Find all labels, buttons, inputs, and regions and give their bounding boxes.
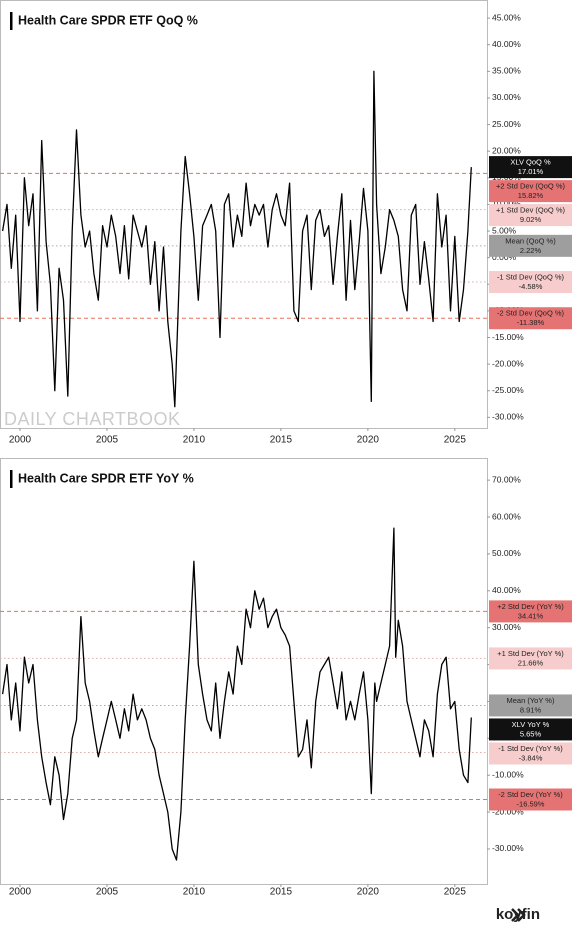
- y-tick-label: 10.00%: [492, 199, 521, 209]
- y-tick-label: 40.00%: [492, 39, 521, 49]
- y-tick-label: 45.00%: [492, 12, 521, 22]
- value-box-name: -2 Std Dev (QoQ %): [497, 309, 565, 318]
- value-box-label: -4.58%: [519, 282, 543, 291]
- y-tick-label: 50.00%: [492, 548, 521, 558]
- value-box-label: -16.59%: [517, 799, 545, 808]
- value-box-name: Mean (YoY %): [507, 696, 555, 705]
- value-box-label: 9.02%: [520, 215, 542, 224]
- value-box-label: 21.66%: [518, 658, 544, 667]
- value-box: [489, 600, 572, 623]
- value-box-name: +1 Std Dev (YoY %): [497, 649, 564, 658]
- value-box-name: +2 Std Dev (YoY %): [497, 602, 564, 611]
- x-tick-label: 2005: [96, 887, 119, 898]
- value-box-label: 17.01%: [518, 167, 544, 176]
- y-tick-label: -15.00%: [492, 332, 524, 342]
- x-tick-label: 2015: [270, 887, 293, 898]
- value-box: [489, 307, 572, 330]
- chart-title: Health Care SPDR ETF YoY %: [18, 471, 194, 485]
- y-tick-label: -30.00%: [492, 843, 524, 853]
- y-tick-label: 35.00%: [492, 66, 521, 76]
- x-tick-label: 2015: [270, 435, 293, 446]
- value-box-label: 5.65%: [520, 729, 542, 738]
- value-box: [489, 694, 572, 717]
- value-box-name: XLV QoQ %: [510, 158, 551, 167]
- y-tick-label: 20.00%: [492, 145, 521, 155]
- value-box: [489, 788, 572, 811]
- x-tick-label: 2010: [183, 887, 206, 898]
- y-tick-label: -30.00%: [492, 412, 524, 422]
- value-box: [489, 742, 572, 765]
- value-box-label: 2.22%: [520, 246, 542, 255]
- x-tick-label: 2020: [357, 887, 380, 898]
- value-box-name: -2 Std Dev (YoY %): [498, 790, 563, 799]
- value-box: [489, 271, 572, 294]
- y-tick-label: 5.00%: [492, 225, 517, 235]
- chart-title: Health Care SPDR ETF QoQ %: [18, 13, 198, 27]
- x-tick-label: 2005: [96, 435, 119, 446]
- x-tick-label: 2025: [444, 435, 467, 446]
- y-tick-label: -25.00%: [492, 385, 524, 395]
- title-mark: [10, 470, 13, 488]
- value-box-name: Mean (QoQ %): [505, 236, 556, 245]
- x-tick-label: 2010: [183, 435, 206, 446]
- x-tick-label: 2000: [9, 435, 32, 446]
- y-tick-label: 30.00%: [492, 92, 521, 102]
- title-mark: [10, 12, 13, 30]
- data-line: [1, 70, 472, 408]
- value-box: [489, 180, 572, 203]
- y-tick-label: 60.00%: [492, 511, 521, 521]
- value-box: [489, 204, 572, 227]
- y-tick-label: 0.00%: [492, 252, 517, 262]
- plot-frame: [0, 0, 488, 429]
- value-box-label: 34.41%: [518, 611, 544, 620]
- value-box-label: -3.84%: [519, 753, 543, 762]
- value-box-label: 15.82%: [518, 191, 544, 200]
- plot-frame: [0, 458, 488, 885]
- value-box-name: -1 Std Dev (QoQ %): [497, 273, 565, 282]
- data-line: [1, 527, 472, 861]
- value-box-name: -1 Std Dev (YoY %): [498, 744, 563, 753]
- y-tick-label: -20.00%: [492, 806, 524, 816]
- y-tick-label: 25.00%: [492, 119, 521, 129]
- value-box-label: 8.91%: [520, 705, 542, 714]
- value-box: [489, 234, 572, 257]
- value-box-name: XLV YoY %: [512, 720, 550, 729]
- y-tick-label: -10.00%: [492, 769, 524, 779]
- x-tick-label: 2020: [357, 435, 380, 446]
- y-tick-label: 30.00%: [492, 622, 521, 632]
- x-tick-label: 2025: [444, 887, 467, 898]
- value-box: [489, 156, 572, 179]
- watermark: DAILY CHARTBOOK: [4, 409, 181, 429]
- value-box-name: +1 Std Dev (QoQ %): [496, 206, 565, 215]
- y-tick-label: 70.00%: [492, 474, 521, 484]
- value-box: [489, 718, 572, 741]
- logo-mark: [511, 908, 526, 922]
- value-box: [489, 647, 572, 670]
- x-tick-label: 2000: [9, 887, 32, 898]
- y-tick-label: 40.00%: [492, 585, 521, 595]
- y-tick-label: -20.00%: [492, 358, 524, 368]
- value-box-name: +2 Std Dev (QoQ %): [496, 182, 565, 191]
- value-box-label: -11.38%: [517, 318, 545, 327]
